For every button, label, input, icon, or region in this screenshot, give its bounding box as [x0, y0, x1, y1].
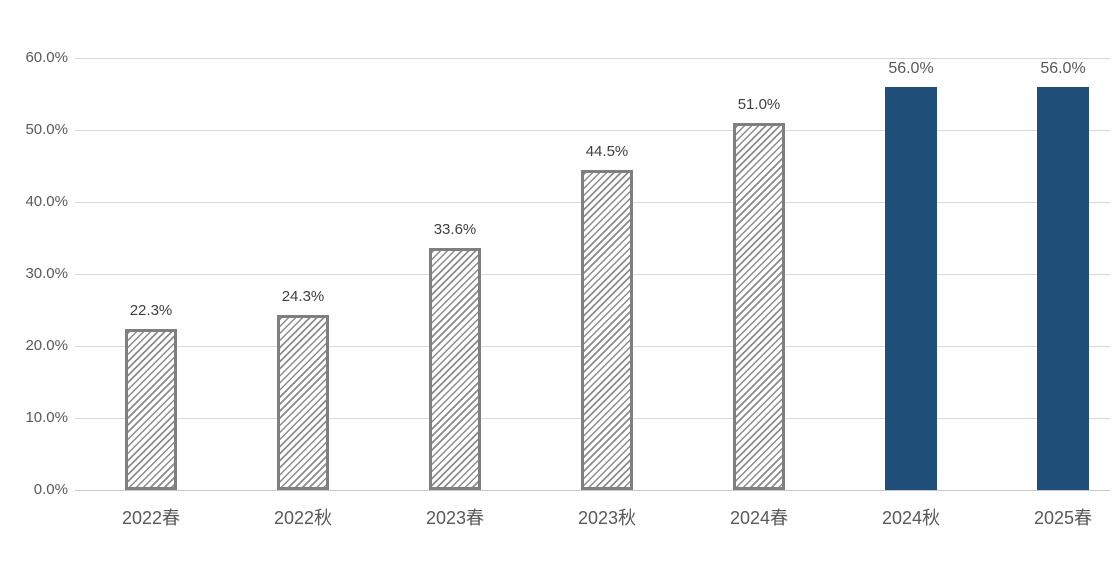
y-tick-label: 40.0% [25, 193, 68, 210]
plot-area: 22.3% 24.3% 33.6% 44.5% 51.0% 56.0% 56.0% [75, 58, 1110, 491]
y-tick-label: 30.0% [25, 265, 68, 282]
x-tick-label: 2022秋 [273, 508, 333, 528]
bar-2024秋 [885, 87, 937, 490]
value-label: 56.0% [1040, 60, 1086, 77]
gridline [75, 130, 1110, 131]
y-tick-label: 10.0% [25, 409, 68, 426]
x-tick-label: 2022春 [121, 508, 181, 528]
x-tick-label: 2023春 [425, 508, 485, 528]
x-tick-label: 2025春 [1033, 508, 1093, 528]
value-label: 24.3% [281, 288, 325, 305]
value-label: 33.6% [433, 221, 477, 238]
bar-2023秋 [581, 170, 633, 490]
gridline [75, 58, 1110, 59]
value-label: 44.5% [585, 143, 629, 160]
bar-2023春 [429, 248, 481, 490]
bar-2025春 [1037, 87, 1089, 490]
value-label: 22.3% [129, 302, 173, 319]
y-tick-label: 20.0% [25, 337, 68, 354]
value-label: 56.0% [888, 60, 934, 77]
x-tick-label: 2024秋 [881, 508, 941, 528]
value-label: 51.0% [737, 96, 781, 113]
x-tick-label: 2024春 [729, 508, 789, 528]
y-tick-label: 60.0% [25, 49, 68, 66]
y-tick-label: 50.0% [25, 121, 68, 138]
bar-2022春 [125, 329, 177, 490]
x-tick-label: 2023秋 [577, 508, 637, 528]
bar-2024春 [733, 123, 785, 490]
x-axis-line [75, 490, 1110, 491]
bar-2022秋 [277, 315, 329, 490]
y-tick-label: 0.0% [33, 481, 68, 498]
